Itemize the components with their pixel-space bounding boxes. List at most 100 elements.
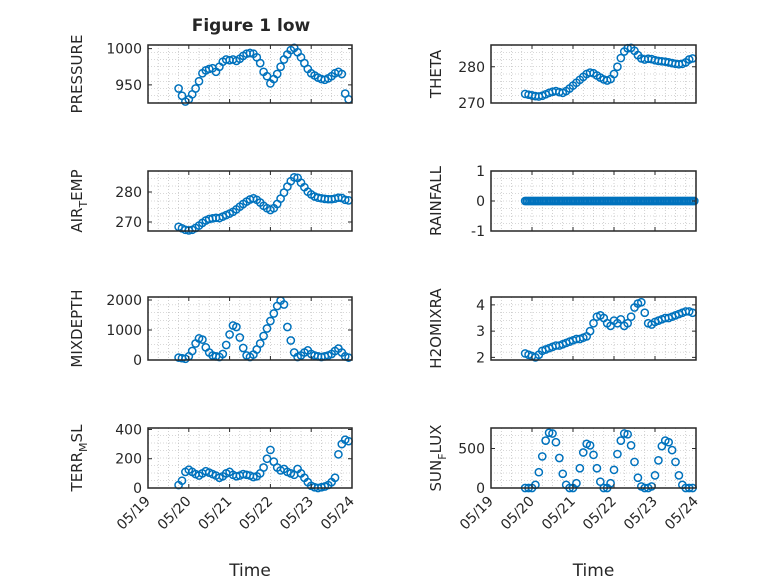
data-point	[640, 308, 650, 318]
axes-box	[147, 427, 353, 489]
y-tick-label: 200	[115, 452, 142, 468]
y-axis-label: RAINFALL	[427, 165, 445, 236]
data-point	[630, 457, 639, 467]
figure-title: Figure 1 low	[192, 16, 311, 36]
data-point	[337, 69, 347, 79]
y-tick-label: 1	[476, 164, 485, 180]
data-point	[633, 473, 643, 483]
x-ticks	[490, 297, 697, 360]
axes-box	[490, 427, 697, 489]
y-tick-label: 270	[115, 215, 142, 231]
data-point	[537, 452, 547, 461]
data-point	[225, 330, 234, 339]
subplot-air_temp: 270 280 AIRTEMP	[68, 169, 353, 235]
data-point	[636, 297, 646, 307]
data-point	[187, 346, 197, 356]
y-ticks	[491, 66, 696, 104]
data-series	[174, 435, 353, 493]
data-point	[232, 322, 241, 332]
data-point	[609, 465, 619, 475]
x-ticks	[147, 171, 353, 231]
y-axis-label: H2OMIXRA	[427, 288, 445, 369]
subplot-theta: 270 280 THETA	[427, 43, 697, 112]
data-point	[674, 471, 684, 480]
data-point	[245, 48, 255, 58]
data-point	[619, 429, 629, 438]
data-point	[262, 324, 272, 333]
data-point	[623, 429, 633, 439]
data-point	[595, 477, 605, 487]
data-point	[255, 339, 265, 348]
data-point	[334, 449, 343, 459]
data-point	[534, 467, 544, 477]
y-axis-label: MIXDEPTH	[68, 289, 86, 367]
data-series	[520, 196, 699, 206]
y-tick-label: -1	[471, 224, 485, 240]
data-point	[174, 84, 183, 93]
data-series	[174, 296, 353, 364]
data-point	[340, 195, 350, 205]
y-tick-label: 1000	[106, 42, 142, 58]
y-ticks	[148, 299, 352, 361]
y-tick-label: 2000	[106, 293, 142, 309]
data-point	[578, 448, 588, 457]
y-ticks	[491, 448, 696, 489]
x-axis-label: Time	[228, 561, 271, 581]
data-point	[551, 437, 561, 447]
data-point	[650, 471, 660, 480]
data-point	[585, 441, 595, 450]
data-point	[623, 318, 633, 328]
data-point	[177, 476, 187, 486]
data-point	[218, 349, 228, 359]
y-label-main: TERR	[68, 452, 86, 493]
y-label-subscript: M	[77, 442, 90, 452]
data-point	[554, 453, 564, 463]
data-point	[259, 331, 268, 341]
y-label-rest: EMP	[68, 169, 86, 200]
data-point	[266, 316, 275, 326]
data-point	[286, 336, 296, 345]
axes-box	[490, 296, 697, 361]
data-point	[667, 445, 677, 455]
y-tick-label: 0	[133, 481, 142, 497]
data-point	[606, 478, 615, 488]
data-point	[626, 312, 636, 322]
data-point	[626, 441, 636, 450]
y-axis-label: THETA	[427, 49, 445, 99]
x-ticks	[147, 428, 353, 488]
data-point	[283, 322, 292, 332]
data-point	[585, 326, 595, 336]
y-tick-label: 280	[115, 185, 142, 201]
data-point	[589, 318, 598, 328]
data-point	[266, 445, 275, 455]
data-point	[654, 456, 663, 465]
y-axis-label: AIRTEMP	[68, 169, 90, 232]
axes-box	[147, 296, 353, 361]
data-point	[664, 437, 674, 447]
y-tick-label: 4	[476, 298, 485, 314]
x-ticks	[147, 45, 353, 103]
data-point	[269, 309, 279, 318]
x-ticks	[490, 171, 697, 231]
y-tick-label: 280	[458, 60, 485, 76]
data-point	[276, 62, 285, 72]
y-label-subscript: T	[77, 201, 90, 209]
data-point	[259, 463, 268, 472]
data-point	[235, 333, 245, 342]
y-label-rest: SL	[68, 424, 86, 443]
data-point	[194, 76, 204, 86]
data-point	[613, 449, 622, 459]
data-series	[174, 172, 353, 235]
data-point	[609, 69, 619, 79]
data-point	[255, 58, 265, 68]
y-axis-label: SUNFLUX	[427, 425, 449, 492]
y-label-subscript: F	[436, 453, 449, 459]
subplot-mixdepth: 0 1000 2000 MIXDEPTH	[68, 289, 353, 369]
y-ticks	[491, 304, 696, 358]
data-point	[541, 436, 551, 445]
data-point	[589, 450, 598, 460]
y-label-main: AIR	[68, 208, 86, 233]
y-label-rest: LUX	[427, 425, 445, 454]
x-ticks	[490, 428, 697, 488]
